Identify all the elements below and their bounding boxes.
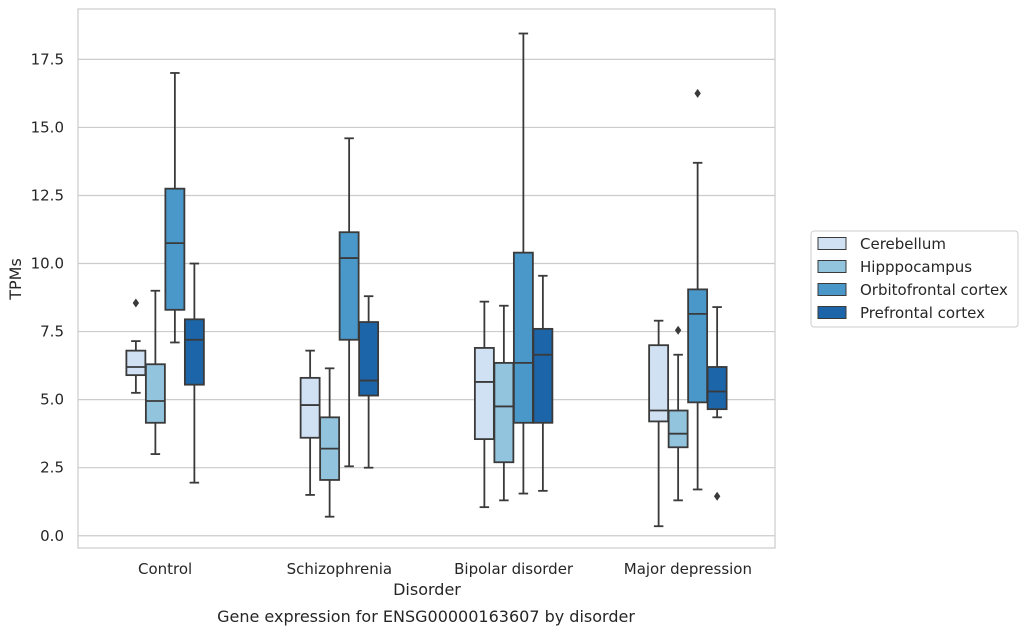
box <box>164 187 186 311</box>
y-tick-label: 10.0 <box>31 255 64 273</box>
legend: Cerebellum Hipppocampus Orbitofrontal cort… <box>810 230 1019 328</box>
box <box>183 318 205 386</box>
box <box>125 349 147 377</box>
y-tick-label: 5.0 <box>40 391 64 409</box>
x-tick-label: Schizophrenia <box>287 560 392 578</box>
legend-label: Orbitofrontal cortex <box>860 281 1008 299</box>
legend-swatch <box>817 306 847 319</box>
outlier-point <box>132 298 140 308</box>
series-cerebellum <box>125 298 670 528</box>
y-tick-label: 15.0 <box>31 118 64 136</box>
y-tick-label: 7.5 <box>40 323 64 341</box>
y-tick-label: 0.0 <box>40 527 64 545</box>
box <box>532 327 554 424</box>
chart-caption: Gene expression for ENSG00000163607 by d… <box>217 607 635 626</box>
x-tick-labels: Control Schizophrenia Bipolar disorder Majo… <box>138 560 752 578</box>
legend-label: Cerebellum <box>860 235 946 253</box>
box <box>687 288 709 404</box>
legend-label: Hipppocampus <box>860 258 972 276</box>
box <box>493 361 515 464</box>
box <box>299 376 321 439</box>
legend-swatch <box>817 283 847 296</box>
series-orbitofrontal-cortex <box>164 32 709 495</box>
box <box>338 231 360 341</box>
outlier-point <box>674 325 682 335</box>
box <box>144 363 166 424</box>
legend-swatch <box>817 237 847 250</box>
x-tick-label: Major depression <box>624 560 752 578</box>
y-tick-label: 17.5 <box>31 50 64 68</box>
x-axis-title: Disorder <box>393 580 461 599</box>
legend-frame <box>810 230 1019 328</box>
series-prefrontal-cortex <box>183 262 728 501</box>
y-tick-label: 12.5 <box>31 186 64 204</box>
series-hipppocampus <box>144 289 689 518</box>
box <box>706 366 728 411</box>
box <box>667 409 689 449</box>
x-tick-label: Bipolar disorder <box>454 560 574 578</box>
legend-swatch <box>817 260 847 273</box>
outlier-point <box>713 491 721 501</box>
box <box>473 347 495 441</box>
y-tick-label: 2.5 <box>40 459 64 477</box>
plot-frame <box>77 8 776 549</box>
box <box>648 344 670 423</box>
box-groups <box>125 32 728 528</box>
box <box>358 321 380 397</box>
legend-label: Prefrontal cortex <box>860 304 985 322</box>
x-tick-label: Control <box>138 560 192 578</box>
y-tick-labels: 0.0 2.5 5.0 7.5 10.0 12.5 15.0 17.5 <box>31 50 64 544</box>
box <box>512 251 534 424</box>
outlier-point <box>694 88 701 98</box>
y-axis-title: TPMs <box>6 258 25 301</box>
